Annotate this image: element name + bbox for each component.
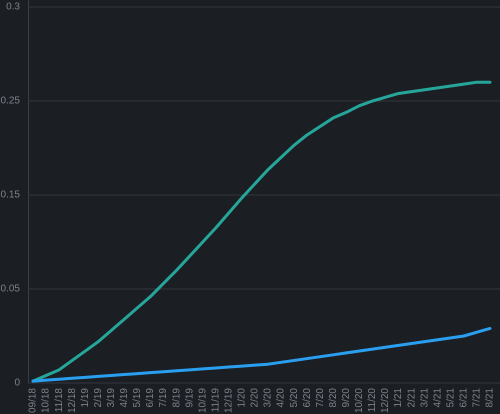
x-tick-label: 1/21 [393, 388, 404, 408]
x-tick-label: 4/21 [432, 388, 443, 408]
x-tick-label: 8/21 [485, 388, 496, 408]
x-tick-label: 3/19 [106, 388, 117, 408]
x-tick-label: 7/21 [472, 388, 483, 408]
y-tick-label: 0.25 [1, 96, 21, 107]
x-tick-label: 9/19 [184, 388, 195, 408]
x-tick-label: 12/20 [380, 388, 391, 413]
x-tick-label: 3/21 [419, 388, 430, 408]
x-tick-label: 4/20 [276, 388, 287, 408]
line-series [31, 326, 492, 383]
x-tick-label: 5/20 [289, 388, 300, 408]
x-tick-label: 7/19 [158, 388, 169, 408]
x-tick-label: 9/20 [341, 388, 352, 408]
y-tick-label: 0.15 [1, 190, 21, 201]
x-tick-label: 8/19 [171, 388, 182, 408]
x-tick-label: 12/19 [223, 388, 234, 413]
x-tick-label: 11/18 [54, 388, 65, 413]
x-tick-label: 2/20 [250, 388, 261, 408]
x-tick-label: 11/20 [367, 388, 378, 413]
x-tick-label: 8/20 [328, 388, 339, 408]
x-tick-label: 2/21 [406, 388, 417, 408]
x-tick-label: 11/19 [210, 388, 221, 413]
x-tick-label: 10/19 [197, 388, 208, 413]
x-tick-label: 6/20 [302, 388, 313, 408]
x-tick-label: 10/18 [41, 388, 52, 413]
x-tick-label: 5/19 [132, 388, 143, 408]
x-tick-label: 7/20 [315, 388, 326, 408]
x-tick-label: 10/20 [354, 388, 365, 413]
x-tick-label: 3/20 [263, 388, 274, 408]
x-tick-label: 4/19 [119, 388, 130, 408]
y-tick-label: 0.3 [6, 2, 20, 13]
y-tick-label: 0 [14, 378, 20, 389]
x-tick-label: 1/20 [237, 388, 248, 408]
y-tick-label: 0.05 [1, 284, 21, 295]
x-tick-label: 6/19 [145, 388, 156, 408]
x-tick-label: 09/18 [28, 388, 39, 413]
x-tick-label: 1/19 [80, 388, 91, 408]
x-tick-label: 6/21 [459, 388, 470, 408]
x-tick-label: 12/18 [67, 388, 78, 413]
x-tick-label: 5/21 [445, 388, 456, 408]
x-tick-label: 2/19 [93, 388, 104, 408]
line-series [31, 80, 492, 383]
